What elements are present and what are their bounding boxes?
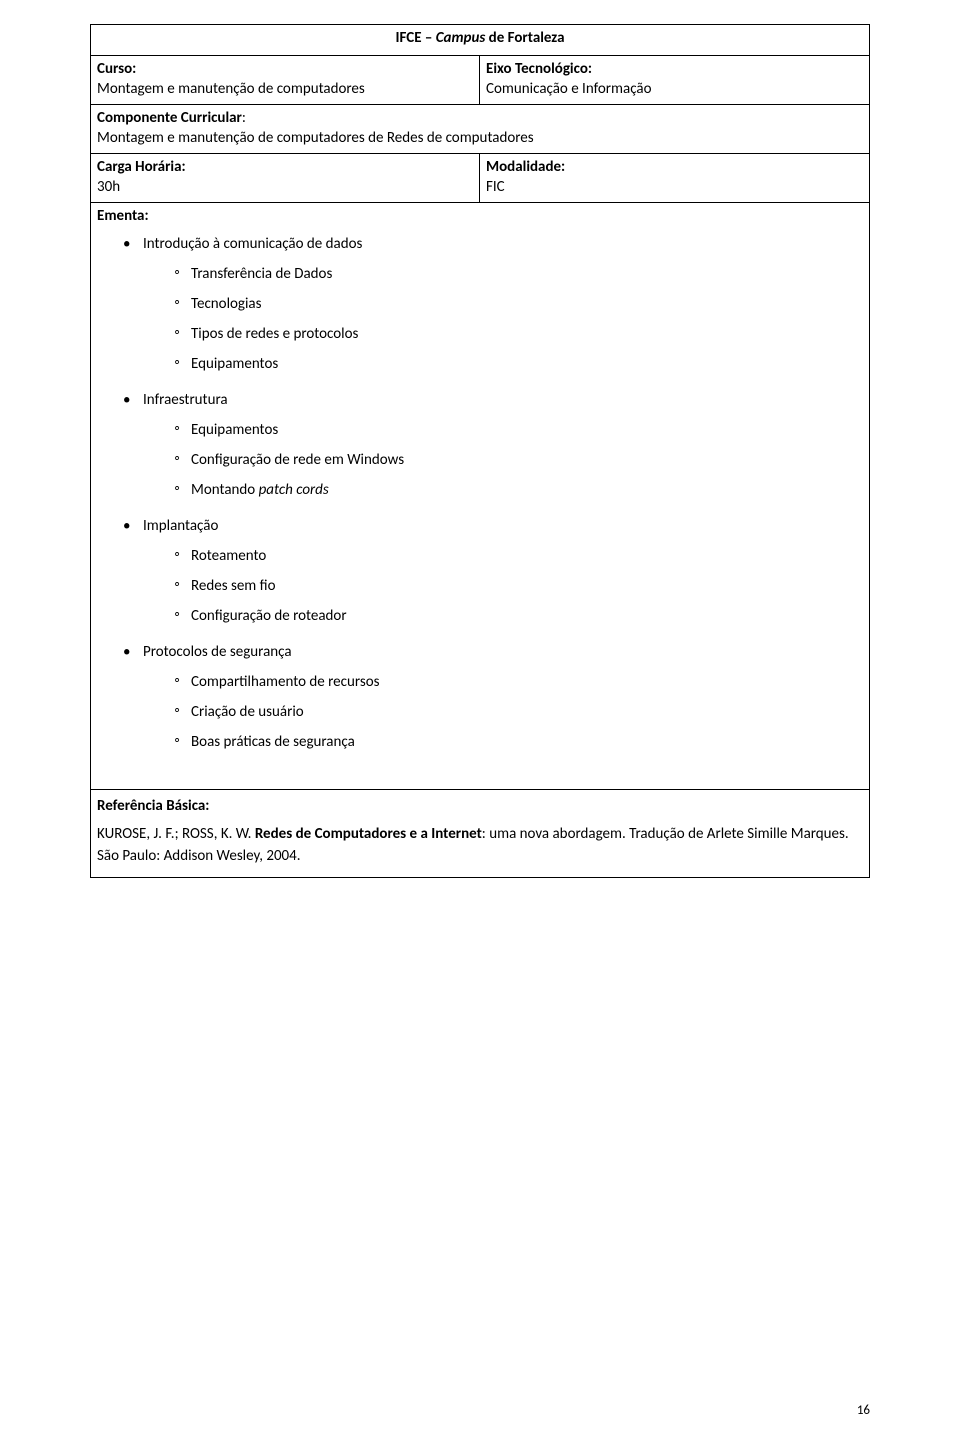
page: IFCE – Campus de Fortaleza Curso: Montag… [0,0,960,878]
ementa-item-text: Infraestrutura [143,391,228,409]
ementa-item: Implantação Roteamento Redes sem fio Config… [123,517,863,625]
subitem-italic: patch cords [259,481,329,499]
row-componente: Componente Curricular: Montagem e manute… [91,104,869,153]
cell-carga: Carga Horária: 30h [91,154,480,202]
ementa-subitem: Transferência de Dados [173,265,863,283]
ementa-sublist: Equipamentos Configuração de rede em Wind… [143,421,863,499]
ementa-subitem: Redes sem fio [173,577,863,595]
cell-curso: Curso: Montagem e manutenção de computad… [91,56,480,104]
componente-value: Montagem e manutenção de computadores de… [97,129,863,147]
ementa-subitem: Roteamento [173,547,863,565]
ementa-subitem: Equipamentos [173,421,863,439]
page-number: 16 [857,1403,870,1418]
componente-label: Componente Curricular [97,109,242,127]
ementa-sublist: Transferência de Dados Tecnologias Tipos d… [143,265,863,373]
row-ementa: Ementa: Introdução à comunicação de dado… [91,202,869,789]
ementa-subitem: Configuração de rede em Windows [173,451,863,469]
curso-value: Montagem e manutenção de computadores [97,80,365,98]
referencia-text: KUROSE, J. F.; ROSS, K. W. Redes de Comp… [97,824,863,868]
modalidade-label: Modalidade: [486,158,863,176]
institution-header: IFCE – Campus de Fortaleza [91,25,869,55]
eixo-label: Eixo Tecnológico: [486,60,863,78]
ref-title: Redes de Computadores e a Internet [255,825,482,843]
ref-author: KUROSE, J. F.; ROSS, K. W. [97,825,255,843]
document-table: IFCE – Campus de Fortaleza Curso: Montag… [90,24,870,878]
row-curso-eixo: Curso: Montagem e manutenção de computad… [91,55,869,104]
subitem-pre: Montando [191,481,259,499]
ementa-item-text: Introdução à comunicação de dados [143,235,362,253]
ementa-subitem: Compartilhamento de recursos [173,673,863,691]
ementa-list: Introdução à comunicação de dados Transfe… [97,235,863,751]
institution-tail: de Fortaleza [485,29,564,47]
curso-label: Curso: [97,60,473,78]
ementa-item-text: Protocolos de segurança [143,643,292,661]
ementa-subitem: Tipos de redes e protocolos [173,325,863,343]
ementa-item-text: Implantação [143,517,218,535]
ementa-subitem: Configuração de roteador [173,607,863,625]
carga-label: Carga Horária: [97,158,473,176]
institution-pre: IFCE – [395,29,435,47]
ementa-item: Introdução à comunicação de dados Transfe… [123,235,863,373]
ementa-subitem: Criação de usuário [173,703,863,721]
carga-value: 30h [97,178,120,196]
eixo-value: Comunicação e Informação [486,80,652,98]
row-carga-modalidade: Carga Horária: 30h Modalidade: FIC [91,153,869,202]
ementa-subitem: Boas práticas de segurança [173,733,863,751]
ementa-sublist: Compartilhamento de recursos Criação de u… [143,673,863,751]
ementa-subitem: Equipamentos [173,355,863,373]
ementa-sublist: Roteamento Redes sem fio Configuração de r… [143,547,863,625]
ementa-label: Ementa: [97,207,149,225]
componente-colon: : [242,109,246,127]
institution-italic: Campus [436,29,486,47]
ementa-item: Infraestrutura Equipamentos Configuração d… [123,391,863,499]
modalidade-value: FIC [486,178,505,196]
cell-eixo: Eixo Tecnológico: Comunicação e Informaç… [480,56,869,104]
ementa-item: Protocolos de segurança Compartilhamento … [123,643,863,751]
cell-modalidade: Modalidade: FIC [480,154,869,202]
ementa-subitem: Montando patch cords [173,481,863,499]
referencia-label: Referência Básica: [97,796,863,818]
row-referencia: Referência Básica: KUROSE, J. F.; ROSS, … [91,789,869,877]
ementa-subitem: Tecnologias [173,295,863,313]
